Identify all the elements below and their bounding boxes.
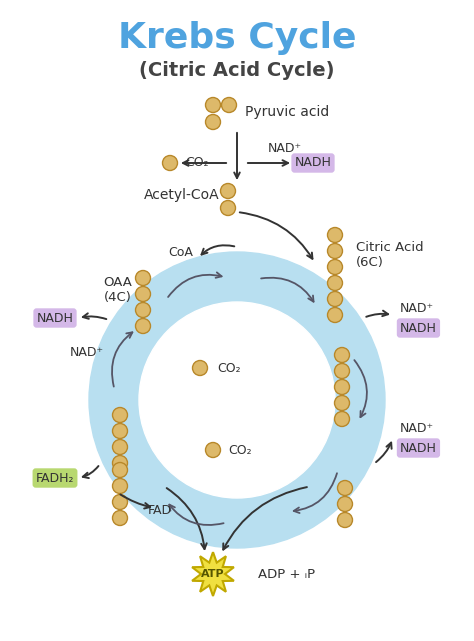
Circle shape	[136, 303, 151, 317]
Text: Pyruvic acid: Pyruvic acid	[245, 105, 329, 119]
Circle shape	[112, 478, 128, 494]
Circle shape	[335, 363, 349, 378]
Text: NADH: NADH	[400, 322, 437, 335]
Text: CO₂: CO₂	[228, 444, 252, 456]
Text: CoA: CoA	[168, 246, 193, 258]
Circle shape	[192, 360, 208, 376]
Circle shape	[335, 347, 349, 363]
Text: NADH: NADH	[400, 442, 437, 454]
Circle shape	[337, 497, 353, 512]
Text: NAD⁺: NAD⁺	[400, 422, 434, 435]
Text: ADP + ᵢP: ADP + ᵢP	[258, 567, 315, 581]
Text: NADH: NADH	[36, 312, 73, 324]
Text: Citric Acid
(6C): Citric Acid (6C)	[356, 241, 424, 269]
Circle shape	[136, 271, 151, 285]
Text: Krebs Cycle: Krebs Cycle	[118, 21, 356, 55]
Circle shape	[112, 440, 128, 454]
Text: NAD⁺: NAD⁺	[400, 301, 434, 315]
Text: CO₂: CO₂	[185, 156, 209, 169]
Circle shape	[335, 395, 349, 410]
Circle shape	[220, 183, 236, 199]
Circle shape	[112, 494, 128, 510]
Circle shape	[328, 292, 343, 306]
Text: CO₂: CO₂	[217, 362, 241, 374]
Circle shape	[328, 228, 343, 242]
Text: Acetyl-CoA: Acetyl-CoA	[145, 188, 220, 202]
Circle shape	[206, 442, 220, 458]
Circle shape	[328, 308, 343, 322]
Text: (Citric Acid Cycle): (Citric Acid Cycle)	[139, 60, 335, 79]
PathPatch shape	[192, 552, 234, 596]
Circle shape	[112, 456, 128, 470]
Text: NAD⁺: NAD⁺	[268, 142, 302, 154]
Circle shape	[139, 302, 335, 498]
Circle shape	[136, 287, 151, 301]
Text: FADH₂: FADH₂	[36, 472, 74, 485]
Circle shape	[220, 201, 236, 215]
Circle shape	[328, 244, 343, 258]
Circle shape	[112, 510, 128, 526]
Circle shape	[206, 97, 220, 113]
Circle shape	[221, 97, 237, 113]
Circle shape	[163, 156, 177, 171]
Circle shape	[112, 463, 128, 478]
Circle shape	[112, 424, 128, 438]
Circle shape	[337, 513, 353, 528]
Text: FAD: FAD	[148, 503, 172, 517]
Text: ATP: ATP	[201, 569, 225, 579]
Circle shape	[337, 481, 353, 495]
Text: NAD⁺: NAD⁺	[70, 347, 104, 360]
Circle shape	[89, 252, 385, 548]
Text: NADH: NADH	[294, 156, 331, 169]
Circle shape	[335, 412, 349, 426]
Circle shape	[206, 115, 220, 129]
Circle shape	[136, 319, 151, 333]
Circle shape	[328, 276, 343, 290]
Circle shape	[112, 408, 128, 422]
Circle shape	[335, 379, 349, 394]
Circle shape	[328, 260, 343, 274]
Text: OAA
(4C): OAA (4C)	[103, 276, 132, 304]
